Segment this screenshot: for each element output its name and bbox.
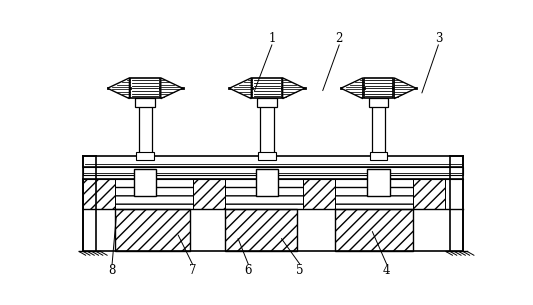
Bar (256, 169, 278, 196)
Bar (83, 179, 463, 252)
Bar (225, 179, 303, 209)
Bar (335, 179, 413, 209)
Text: 6: 6 (245, 264, 252, 278)
Bar (225, 209, 297, 252)
Bar (193, 179, 225, 209)
Bar (260, 106, 273, 156)
Bar (225, 209, 297, 252)
Bar (136, 152, 154, 160)
Bar (252, 78, 282, 98)
Text: 1: 1 (268, 32, 276, 45)
Bar (134, 169, 156, 196)
Bar (83, 179, 115, 209)
Bar (139, 106, 152, 156)
Bar (115, 209, 190, 252)
Polygon shape (161, 78, 183, 99)
Bar (135, 98, 155, 107)
Bar (83, 179, 115, 209)
Bar (130, 78, 160, 98)
Text: 4: 4 (383, 264, 391, 278)
Bar (257, 98, 277, 107)
Text: 5: 5 (296, 264, 304, 278)
Bar (193, 179, 225, 209)
Bar (303, 179, 335, 209)
Bar (369, 152, 387, 160)
Polygon shape (108, 78, 130, 99)
Bar (413, 179, 445, 209)
Polygon shape (229, 78, 251, 99)
Bar (83, 156, 463, 167)
Bar (258, 152, 276, 160)
Bar (372, 106, 385, 156)
Bar (115, 209, 190, 252)
Bar (367, 169, 390, 196)
Bar (413, 179, 445, 209)
Bar (335, 179, 413, 209)
Bar (335, 209, 413, 252)
Text: 3: 3 (434, 32, 442, 45)
Bar (225, 179, 303, 209)
Text: 8: 8 (108, 264, 116, 278)
Bar (115, 179, 193, 209)
Polygon shape (341, 78, 363, 99)
Polygon shape (394, 78, 416, 99)
Bar (83, 167, 463, 175)
Text: 2: 2 (336, 32, 343, 45)
Bar (115, 179, 193, 209)
Text: 7: 7 (189, 264, 196, 278)
Bar (364, 78, 393, 98)
Bar (369, 98, 389, 107)
Bar (303, 179, 335, 209)
Bar (335, 209, 413, 252)
Polygon shape (282, 78, 304, 99)
